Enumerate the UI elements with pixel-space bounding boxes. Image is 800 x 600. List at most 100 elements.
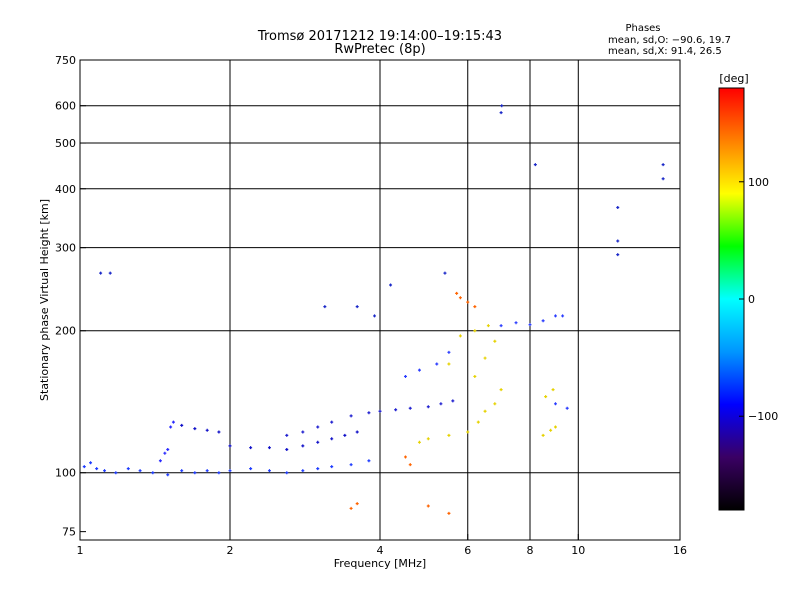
data-point-s0-8 — [166, 473, 170, 477]
data-point-s4-16 — [549, 428, 553, 432]
data-point-s4-13 — [458, 334, 462, 338]
data-point-s2-4 — [228, 444, 232, 448]
data-point-s3-10 — [439, 402, 443, 406]
data-point-s0-9 — [180, 469, 184, 473]
data-point-s4-10 — [493, 339, 497, 343]
stats-x-mode: mean, sd,X: 91.4, 26.5 — [608, 46, 722, 57]
data-point-s2-3 — [217, 430, 221, 434]
gridlines — [80, 60, 680, 540]
data-point-s2-5 — [249, 446, 253, 450]
data-point-s1-4 — [171, 420, 175, 424]
data-point-s7-7 — [661, 163, 665, 167]
data-point-s2-1 — [193, 427, 197, 431]
colorbar-tick-label-0: 100 — [748, 176, 769, 189]
data-point-s2-8 — [301, 444, 305, 448]
data-point-s2-6 — [267, 446, 271, 450]
data-point-s1-2 — [166, 447, 170, 451]
data-point-s6-0 — [349, 506, 353, 510]
data-point-s0-10 — [193, 471, 197, 475]
data-point-s0-16 — [285, 471, 289, 475]
colorbar-ticks: 100 0 −100 — [739, 176, 778, 423]
data-point-s0-2 — [95, 467, 99, 471]
data-point-s4-11 — [473, 329, 477, 333]
data-point-s0-21 — [367, 459, 371, 463]
y-tick-label-300: 300 — [55, 242, 76, 255]
data-point-s3-4 — [349, 414, 353, 418]
data-point-s4-12 — [486, 324, 490, 328]
plot-area: 1 2 4 6 8 10 16 75 100 200 300 400 500 600 750 — [55, 54, 687, 557]
data-point-s7-3 — [616, 206, 620, 210]
colorbar-tick-label-1: 0 — [748, 293, 755, 306]
data-point-s0-19 — [330, 465, 334, 469]
data-point-s7-11 — [355, 305, 359, 309]
data-point-s6-2 — [447, 511, 451, 515]
data-point-s3-7 — [394, 408, 398, 412]
data-point-s0-3 — [103, 469, 107, 473]
data-point-s4-4 — [476, 420, 480, 424]
data-point-s3-5 — [367, 411, 371, 415]
stats-heading: Phases — [625, 23, 660, 34]
data-point-s6-8 — [466, 300, 470, 304]
y-tick-label-400: 400 — [55, 183, 76, 196]
data-point-s4-19 — [551, 388, 555, 392]
data-point-s4-0 — [417, 440, 421, 444]
data-point-s6-7 — [458, 296, 462, 300]
data-point-s2-2 — [205, 428, 209, 432]
data-point-s5-6 — [528, 323, 532, 327]
data-point-s0-14 — [249, 467, 253, 471]
x-tick-label-1: 1 — [77, 544, 84, 557]
data-point-s2-10 — [330, 437, 334, 441]
data-point-s2-0 — [180, 423, 184, 427]
data-point-s6-6 — [455, 291, 459, 295]
data-point-s0-0 — [82, 465, 86, 469]
colorbar-tick-label-2: −100 — [748, 410, 778, 423]
data-point-s7-9 — [108, 271, 112, 275]
data-point-s4-2 — [447, 433, 451, 437]
data-point-s3-3 — [330, 420, 334, 424]
data-point-s6-1 — [355, 502, 359, 506]
data-point-s0-4 — [114, 471, 118, 475]
y-tick-label-200: 200 — [55, 325, 76, 338]
x-tick-label-8: 8 — [527, 544, 534, 557]
data-point-s5-8 — [553, 314, 557, 318]
data-point-s3-11 — [451, 399, 455, 403]
data-point-s0-1 — [89, 461, 93, 465]
data-point-s0-11 — [205, 469, 209, 473]
data-point-s5-0 — [403, 374, 407, 378]
data-points — [82, 104, 665, 515]
data-point-s5-3 — [447, 350, 451, 354]
data-point-s1-0 — [158, 459, 162, 463]
data-point-s2-12 — [355, 430, 359, 434]
data-point-s5-5 — [514, 321, 518, 325]
data-point-s6-3 — [426, 504, 430, 508]
data-point-s7-10 — [323, 305, 327, 309]
data-point-s0-5 — [126, 467, 130, 471]
data-point-s0-20 — [349, 463, 353, 467]
data-point-s0-12 — [217, 471, 221, 475]
data-point-s7-12 — [373, 314, 377, 318]
colorbar: [deg] 100 0 −100 — [718, 72, 778, 511]
data-point-s5-4 — [499, 324, 503, 328]
data-point-s4-6 — [493, 402, 497, 406]
data-point-s0-6 — [138, 469, 142, 473]
y-tick-label-75: 75 — [62, 526, 76, 539]
data-point-s4-17 — [553, 425, 557, 429]
data-point-s7-8 — [99, 271, 103, 275]
data-point-s4-18 — [544, 395, 548, 399]
x-tick-label-2: 2 — [227, 544, 234, 557]
data-point-s3-6 — [378, 409, 382, 413]
data-point-s2-7 — [285, 447, 289, 451]
data-point-s7-2 — [533, 163, 537, 167]
data-point-s7-1 — [500, 104, 504, 108]
y-axis-label: Stationary phase Virtual Height [km] — [38, 199, 51, 401]
chart-title: Tromsø 20171212 19:14:00–19:15:43 — [257, 29, 502, 44]
data-point-s0-17 — [301, 469, 305, 473]
data-point-s4-15 — [541, 433, 545, 437]
y-tick-label-750: 750 — [55, 54, 76, 67]
data-point-s5-1 — [417, 368, 421, 372]
data-point-s7-4 — [616, 239, 620, 243]
x-tick-label-10: 10 — [571, 544, 585, 557]
data-point-s4-1 — [426, 437, 430, 441]
data-point-s3-0 — [285, 433, 289, 437]
